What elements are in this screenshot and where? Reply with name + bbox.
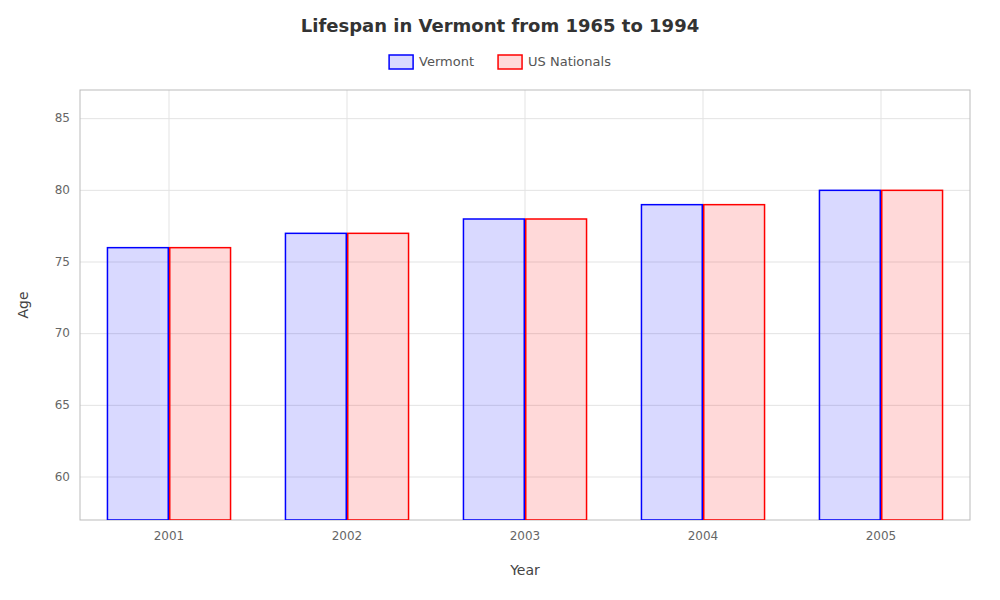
legend-item: Vermont — [389, 54, 474, 70]
legend: Vermont US Nationals — [389, 54, 611, 70]
bar — [819, 190, 880, 520]
bar — [170, 248, 231, 520]
x-tick-label: 2004 — [688, 529, 719, 543]
y-tick-label: 70 — [55, 326, 70, 340]
y-axis-label: Age — [15, 291, 31, 318]
y-tick-label: 80 — [55, 183, 70, 197]
bar — [641, 205, 702, 520]
bar — [463, 219, 524, 520]
legend-swatch — [389, 55, 413, 69]
bars — [107, 190, 942, 520]
bar — [348, 233, 409, 520]
legend-item: US Nationals — [498, 54, 611, 70]
bar — [526, 219, 587, 520]
bar — [882, 190, 943, 520]
x-tick-label: 2003 — [510, 529, 541, 543]
y-tick-label: 60 — [55, 470, 70, 484]
legend-label: Vermont — [419, 54, 474, 69]
x-axis-label: Year — [509, 562, 540, 578]
chart-title: Lifespan in Vermont from 1965 to 1994 — [301, 15, 699, 36]
y-tick-label: 65 — [55, 398, 70, 412]
plot-frame — [80, 90, 970, 520]
x-tick-label: 2005 — [866, 529, 897, 543]
legend-label: US Nationals — [528, 54, 611, 69]
grid — [80, 90, 970, 520]
y-tick-label: 85 — [55, 111, 70, 125]
bar — [704, 205, 765, 520]
chart-container: 60 65 70 75 80 85 2001 2002 2003 2004 2005 Year Age L… — [0, 0, 1000, 600]
bar — [107, 248, 168, 520]
x-tick-label: 2001 — [154, 529, 185, 543]
x-tick-label: 2002 — [332, 529, 363, 543]
legend-swatch — [498, 55, 522, 69]
chart-svg: 60 65 70 75 80 85 2001 2002 2003 2004 2005 Year Age L… — [0, 0, 1000, 600]
bar — [285, 233, 346, 520]
y-tick-label: 75 — [55, 255, 70, 269]
